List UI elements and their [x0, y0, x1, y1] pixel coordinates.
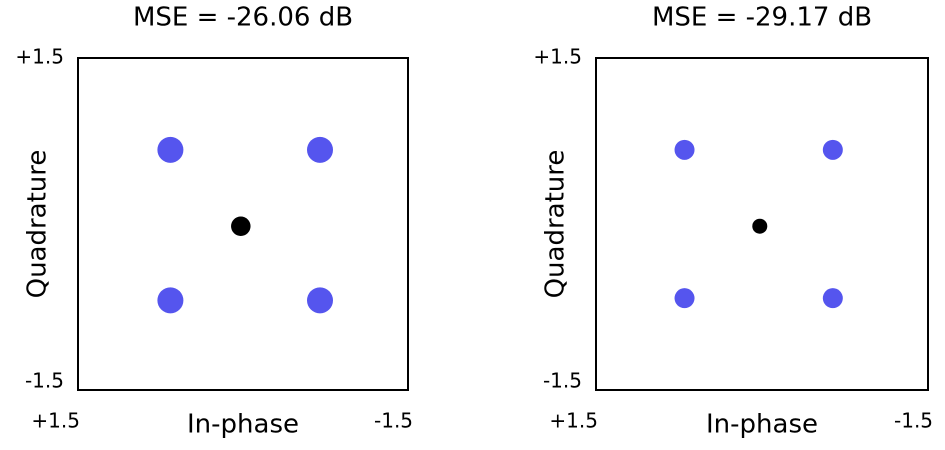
constellation-point	[822, 288, 843, 309]
y-tick-label: +1.5	[15, 45, 64, 69]
chart-title: MSE = -29.17 dB	[652, 3, 872, 33]
constellation-point	[231, 216, 251, 236]
y-axis-label: Quadrature	[541, 150, 571, 299]
constellation-point	[752, 218, 768, 234]
chart-title: MSE = -26.06 dB	[133, 3, 353, 33]
x-tick-label: +1.5	[549, 409, 598, 433]
constellation-point	[674, 139, 695, 160]
constellation-point	[822, 139, 843, 160]
y-tick-label: -1.5	[25, 369, 64, 393]
y-tick-label: -1.5	[543, 369, 582, 393]
constellation-point	[157, 287, 184, 314]
y-tick-label: +1.5	[533, 45, 582, 69]
y-axis-label: Quadrature	[23, 150, 53, 299]
constellation-point	[674, 288, 695, 309]
x-tick-label: +1.5	[31, 409, 80, 433]
constellation-point	[157, 136, 184, 163]
x-axis-label: In-phase	[706, 410, 818, 440]
x-tick-label: -1.5	[894, 409, 933, 433]
x-tick-label: -1.5	[374, 409, 413, 433]
constellation-point	[307, 287, 333, 314]
constellation-point	[307, 136, 333, 163]
x-axis-label: In-phase	[187, 410, 299, 440]
